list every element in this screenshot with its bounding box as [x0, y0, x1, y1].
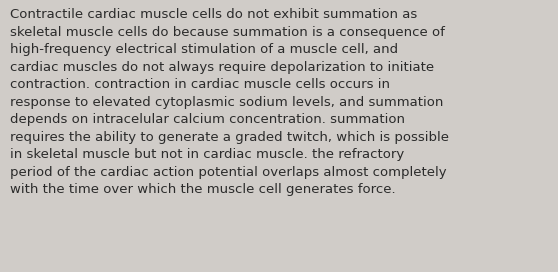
Text: Contractile cardiac muscle cells do not exhibit summation as
skeletal muscle cel: Contractile cardiac muscle cells do not … [10, 8, 449, 196]
